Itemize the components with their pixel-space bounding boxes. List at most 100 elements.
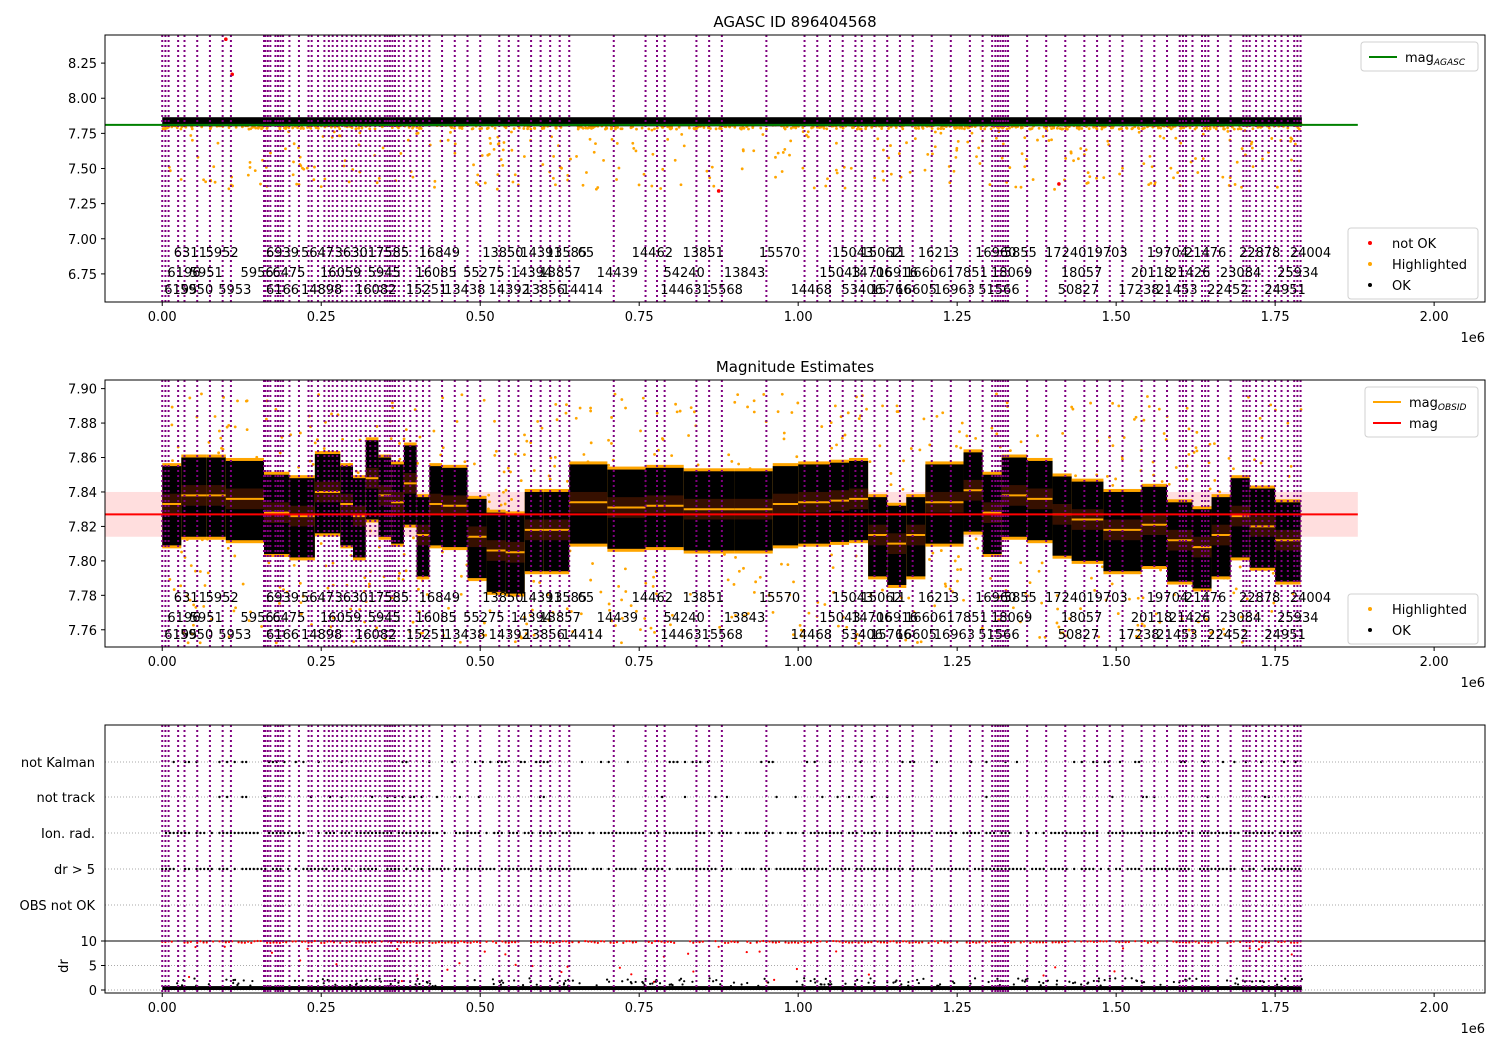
flag-point <box>973 831 977 835</box>
dr-point-high <box>355 941 358 944</box>
flag-point <box>725 867 729 871</box>
highlighted-point <box>471 127 475 130</box>
flag-point <box>618 867 622 871</box>
flag-point <box>687 831 690 835</box>
dr-point-high <box>714 940 717 943</box>
obsid-label: 22452 <box>1207 283 1248 298</box>
flag-point <box>912 867 916 871</box>
dr-point-high <box>453 941 456 945</box>
highlighted-point <box>1150 165 1154 169</box>
highlighted-point <box>1226 126 1230 130</box>
highlighted-point <box>955 444 958 448</box>
highlighted-point <box>519 479 523 483</box>
highlighted-point <box>909 447 913 450</box>
dr-point-high <box>1210 941 1213 944</box>
dr-point-high <box>921 941 924 944</box>
obsid-label: 18069 <box>991 266 1032 281</box>
flag-point <box>1290 867 1293 871</box>
flag-point <box>1034 831 1038 835</box>
y-tick-label: 8.00 <box>68 92 97 107</box>
flag-point <box>206 867 210 871</box>
flag-point <box>683 831 687 835</box>
obsid-label: 15251 <box>406 283 447 298</box>
obsid-label: 16605 <box>896 628 937 643</box>
highlighted-point <box>954 155 958 159</box>
dr-point-high <box>227 940 231 944</box>
dr-point-high <box>832 939 835 943</box>
highlighted-point <box>963 127 966 131</box>
flag-point <box>737 831 740 835</box>
highlighted-point <box>617 584 621 588</box>
dr-point-mid <box>630 973 633 976</box>
flag-point <box>1126 831 1129 835</box>
obsid-label: 17585 <box>368 591 409 606</box>
flag-point <box>409 831 412 835</box>
highlighted-point <box>212 165 216 169</box>
flag-point <box>809 831 813 835</box>
x-tick-label: 2.00 <box>1420 655 1449 670</box>
flag-point <box>618 831 622 835</box>
obsid-label: 6475 <box>272 611 305 626</box>
highlighted-point <box>1071 407 1075 411</box>
highlighted-point <box>309 126 313 130</box>
flag-point <box>702 831 706 835</box>
flag-point <box>458 867 462 871</box>
flag-point <box>302 867 305 871</box>
highlighted-point <box>1188 126 1192 130</box>
dr-point-high <box>736 941 739 944</box>
dr-point-high <box>1092 940 1095 944</box>
highlighted-point <box>202 178 205 182</box>
highlighted-point <box>1134 415 1138 419</box>
flag-point <box>573 867 576 871</box>
flag-point <box>1198 867 1202 871</box>
highlighted-point <box>1080 127 1084 130</box>
obsid-label: 17238 <box>1118 628 1159 643</box>
highlighted-point <box>624 590 628 593</box>
y-tick-label: 7.25 <box>68 198 97 213</box>
flag-point <box>1072 831 1076 835</box>
highlighted-point <box>956 139 960 143</box>
flag-point <box>580 831 584 835</box>
flag-point <box>389 831 393 835</box>
dr-point-high <box>491 940 495 943</box>
flag-point <box>454 831 458 835</box>
flag-point <box>412 867 416 871</box>
obsid-label: 13850 <box>482 591 523 606</box>
highlighted-point <box>958 430 961 434</box>
highlighted-point <box>493 419 496 423</box>
highlighted-point <box>1137 130 1141 134</box>
highlighted-point <box>1110 582 1114 586</box>
highlighted-point <box>1141 596 1145 600</box>
ok-points-band <box>162 117 1302 127</box>
flag-point <box>824 867 828 871</box>
flag-point <box>641 867 645 871</box>
flag-point <box>668 867 671 871</box>
highlighted-point <box>582 453 586 456</box>
highlighted-point <box>502 470 506 474</box>
highlighted-point <box>180 550 183 554</box>
dr-point-low <box>951 980 954 983</box>
dr-point-high <box>628 940 631 943</box>
highlighted-point <box>532 633 536 637</box>
flag-point <box>878 867 881 871</box>
highlighted-point <box>581 183 585 187</box>
flag-point <box>1057 867 1061 871</box>
highlighted-point <box>752 149 756 153</box>
flag-point <box>1095 831 1099 835</box>
dr-point-low <box>1071 981 1075 985</box>
highlighted-point <box>629 604 633 608</box>
y-tick-label: 7.86 <box>68 452 97 467</box>
flag-point <box>428 831 431 835</box>
dr-point-high <box>485 940 488 943</box>
flag-point <box>744 831 748 835</box>
obsid-label: 65 <box>578 246 595 261</box>
highlighted-point <box>503 502 507 506</box>
highlighted-point <box>226 546 230 550</box>
highlighted-point <box>789 126 793 130</box>
highlighted-point <box>1286 126 1290 130</box>
highlighted-point <box>1289 464 1293 468</box>
dr-point-low <box>550 978 553 981</box>
highlighted-point <box>554 125 558 129</box>
highlighted-point <box>1106 139 1110 143</box>
highlighted-point <box>1195 449 1199 453</box>
